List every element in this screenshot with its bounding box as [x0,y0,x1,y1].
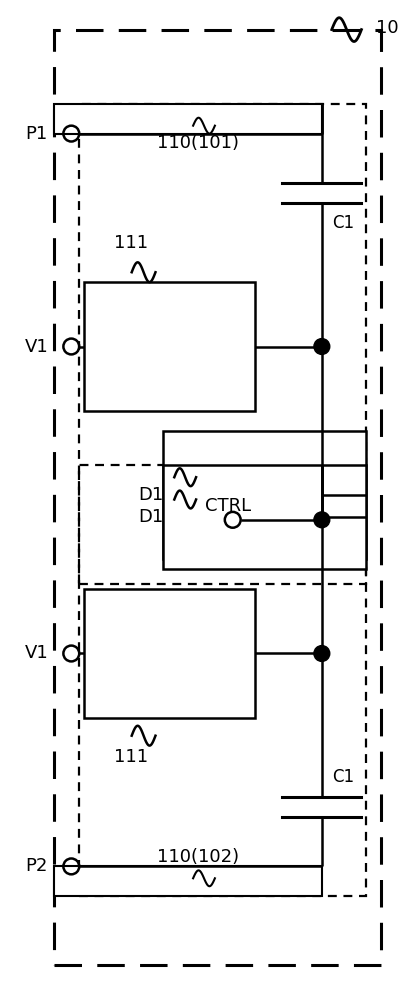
Text: 111: 111 [114,234,148,252]
Text: 110(101): 110(101) [157,134,239,152]
Text: P1: P1 [25,125,47,143]
Text: C1: C1 [332,214,354,232]
Bar [163,431,366,559]
Bar [54,866,322,896]
Bar [79,465,366,896]
Bar [54,30,381,965]
Circle shape [314,512,330,528]
Text: V1: V1 [25,338,48,356]
Text: V1: V1 [25,644,48,662]
Text: C1: C1 [332,768,354,786]
Text: 111: 111 [114,748,148,766]
Bar [54,104,322,134]
Text: 10: 10 [376,19,399,37]
Circle shape [314,646,330,661]
Text: CTRL: CTRL [205,497,251,515]
Bar [163,465,366,569]
Text: P2: P2 [25,857,47,875]
Bar [84,589,256,718]
Bar [84,282,256,411]
Text: 110(102): 110(102) [157,848,239,866]
Bar [79,104,366,584]
Text: D1: D1 [139,508,164,526]
Circle shape [314,339,330,354]
Text: D1: D1 [139,486,164,504]
